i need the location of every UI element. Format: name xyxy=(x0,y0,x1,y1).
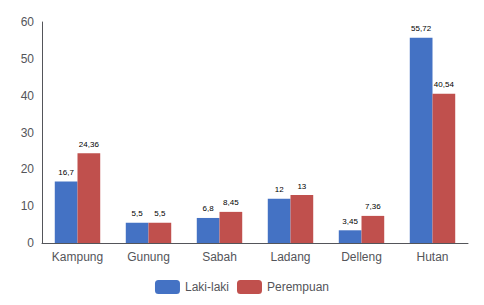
svg-text:6,8: 6,8 xyxy=(203,204,215,213)
svg-text:Laki-laki: Laki-laki xyxy=(185,280,229,294)
svg-text:60: 60 xyxy=(21,15,35,29)
svg-text:12: 12 xyxy=(275,185,284,194)
svg-text:Sabah: Sabah xyxy=(202,250,237,264)
svg-text:13: 13 xyxy=(297,182,306,191)
svg-text:7,36: 7,36 xyxy=(365,202,381,211)
svg-text:16,7: 16,7 xyxy=(58,168,74,177)
svg-text:40: 40 xyxy=(21,89,35,103)
svg-text:50: 50 xyxy=(21,52,35,66)
svg-text:40,54: 40,54 xyxy=(434,80,455,89)
svg-text:Kampung: Kampung xyxy=(52,250,103,264)
svg-text:20: 20 xyxy=(21,162,35,176)
svg-text:8,45: 8,45 xyxy=(223,198,239,207)
svg-text:5,5: 5,5 xyxy=(132,209,144,218)
svg-text:0: 0 xyxy=(27,236,34,250)
svg-text:24,36: 24,36 xyxy=(79,140,100,149)
svg-text:5,5: 5,5 xyxy=(154,209,166,218)
svg-text:Ladang: Ladang xyxy=(270,250,310,264)
svg-text:Delleng: Delleng xyxy=(341,250,382,264)
svg-text:Perempuan: Perempuan xyxy=(267,280,329,294)
svg-text:55,72: 55,72 xyxy=(411,24,432,33)
svg-text:10: 10 xyxy=(21,199,35,213)
svg-text:Gunung: Gunung xyxy=(127,250,170,264)
svg-text:30: 30 xyxy=(21,126,35,140)
svg-text:Hutan: Hutan xyxy=(416,250,448,264)
svg-text:3,45: 3,45 xyxy=(342,217,358,226)
